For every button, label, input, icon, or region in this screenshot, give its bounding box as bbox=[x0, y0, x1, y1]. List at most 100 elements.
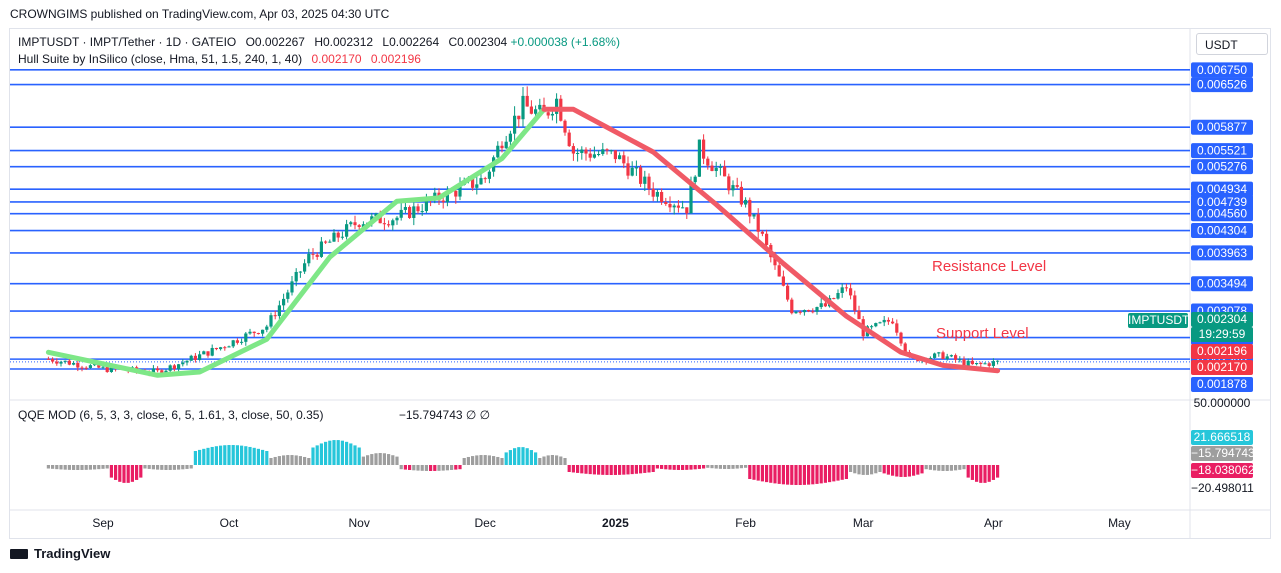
candle-body bbox=[349, 222, 353, 225]
qqe-bar bbox=[794, 465, 798, 485]
candle-body bbox=[962, 359, 966, 366]
qqe-bar bbox=[483, 455, 487, 465]
candle-body bbox=[80, 367, 84, 369]
qqe-bar bbox=[823, 465, 827, 483]
qqe-bar bbox=[202, 448, 206, 465]
candle-body bbox=[424, 199, 428, 212]
qqe-bar bbox=[416, 465, 420, 471]
qqe-bar bbox=[903, 465, 907, 477]
qqe-bar bbox=[777, 465, 781, 484]
candle-body bbox=[970, 360, 974, 365]
qqe-bar bbox=[382, 453, 386, 465]
qqe-tag-cyan: 21.666518 bbox=[1191, 430, 1253, 445]
candle-body bbox=[496, 145, 500, 158]
qqe-bar bbox=[487, 455, 491, 465]
qqe-bar bbox=[613, 465, 617, 475]
hull-indicator-name[interactable]: Hull Suite by InSilico (close, Hma, 51, … bbox=[18, 52, 303, 66]
qqe-bar bbox=[718, 465, 722, 469]
qqe-bar bbox=[819, 465, 823, 484]
candle-body bbox=[298, 271, 302, 273]
hull-value-1: 0.002170 bbox=[311, 52, 362, 66]
qqe-bar bbox=[336, 440, 340, 465]
candle-body bbox=[706, 158, 710, 166]
candle-body bbox=[231, 340, 235, 347]
time-tick-label: Apr bbox=[984, 516, 1003, 530]
level-tag-text: 0.004739 bbox=[1197, 195, 1247, 209]
qqe-bar bbox=[647, 465, 651, 473]
candle-body bbox=[277, 305, 281, 317]
candle-body bbox=[97, 363, 101, 368]
candle-body bbox=[223, 347, 227, 349]
qqe-bar bbox=[542, 456, 546, 465]
candle-body bbox=[987, 363, 991, 366]
candle-body bbox=[189, 355, 193, 361]
qqe-bar bbox=[256, 448, 260, 465]
qqe-indicator-name[interactable]: QQE MOD (6, 5, 3, 3, close, 6, 5, 1.61, … bbox=[18, 408, 324, 422]
qqe-bar bbox=[63, 465, 67, 470]
candle-body bbox=[832, 298, 836, 300]
qqe-bar bbox=[353, 445, 357, 465]
candle-body bbox=[177, 364, 181, 370]
candle-body bbox=[849, 288, 853, 296]
hull-tag-1: 0.002196 bbox=[1191, 344, 1253, 359]
qqe-bar bbox=[496, 456, 500, 465]
time-tick-label: Oct bbox=[220, 516, 239, 530]
candle-body bbox=[668, 203, 672, 208]
symbol-legend: IMPTUSDT · IMPT/Tether · 1D · GATEIO O0.… bbox=[18, 35, 620, 49]
qqe-bar bbox=[639, 465, 643, 474]
candle-body bbox=[798, 311, 802, 313]
candle-body bbox=[324, 241, 328, 243]
candle-body bbox=[265, 326, 269, 330]
candle-body bbox=[647, 176, 651, 189]
candle-body bbox=[156, 368, 160, 371]
candle-body bbox=[244, 333, 248, 342]
qqe-bar bbox=[802, 465, 806, 485]
qqe-bar bbox=[798, 465, 802, 485]
candle-body bbox=[874, 323, 878, 327]
qqe-bar bbox=[735, 465, 739, 469]
level-tag-text: 0.005877 bbox=[1197, 120, 1247, 134]
candle-body bbox=[408, 207, 412, 218]
qqe-bar bbox=[660, 465, 664, 469]
qqe-bar bbox=[748, 465, 752, 479]
legend-low: L0.002264 bbox=[382, 35, 440, 49]
qqe-bar bbox=[445, 465, 449, 471]
time-tick-label: Feb bbox=[735, 516, 756, 530]
candle-body bbox=[878, 322, 882, 324]
time-tick-label: May bbox=[1108, 516, 1131, 530]
candle-body bbox=[941, 352, 945, 359]
candle-body bbox=[416, 206, 420, 212]
qqe-bar bbox=[588, 465, 592, 475]
candle-body bbox=[63, 360, 67, 362]
qqe-bar bbox=[781, 465, 785, 485]
candle-body bbox=[723, 166, 727, 177]
legend-open: O0.002267 bbox=[245, 35, 305, 49]
qqe-bar bbox=[534, 452, 538, 465]
candle-body bbox=[655, 191, 659, 197]
qqe-bar bbox=[315, 445, 319, 465]
level-tag bbox=[1191, 223, 1253, 239]
candle-body bbox=[857, 310, 861, 320]
qqe-bar bbox=[72, 465, 76, 470]
qqe-axis-top: 50.000000 bbox=[1193, 396, 1251, 410]
level-tag-text: 0.005521 bbox=[1197, 144, 1247, 158]
qqe-bar bbox=[277, 456, 281, 465]
resistance-label: Resistance Level bbox=[932, 258, 1047, 275]
qqe-bar bbox=[580, 465, 584, 474]
symbol-name[interactable]: IMPTUSDT · IMPT/Tether · 1D · GATEIO bbox=[18, 35, 237, 49]
candle-body bbox=[391, 220, 395, 226]
qqe-axis-bottom: −20.498011 bbox=[1191, 481, 1254, 495]
qqe-bar bbox=[286, 455, 290, 465]
qqe-bar bbox=[97, 465, 101, 470]
qqe-bar bbox=[676, 465, 680, 470]
candle-body bbox=[374, 213, 378, 217]
qqe-bar bbox=[374, 453, 378, 465]
qqe-bar bbox=[760, 465, 764, 482]
qqe-bar bbox=[475, 455, 479, 465]
qqe-bar bbox=[907, 465, 911, 477]
candle-body bbox=[739, 186, 743, 205]
currency-selector[interactable]: USDT bbox=[1196, 33, 1268, 55]
publisher-line: CROWNGIMS published on TradingView.com, … bbox=[10, 7, 390, 21]
qqe-bar bbox=[366, 455, 370, 465]
